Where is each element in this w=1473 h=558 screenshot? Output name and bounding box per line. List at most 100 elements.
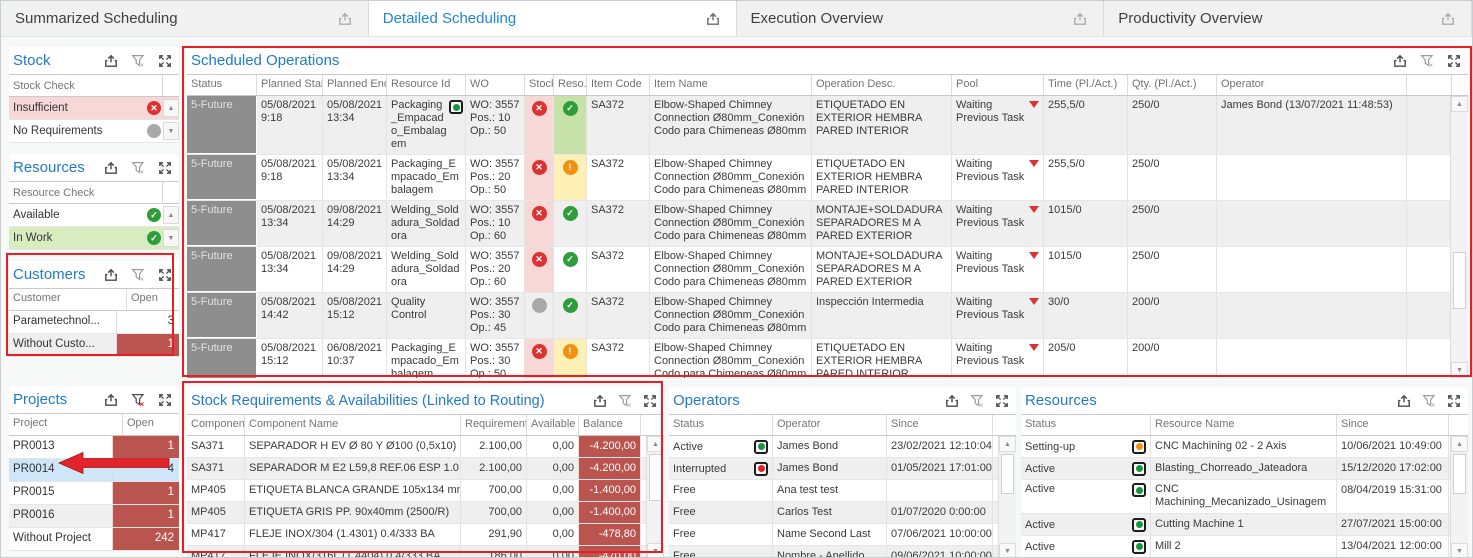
export-icon[interactable] — [102, 391, 120, 409]
filter-icon[interactable]: × — [129, 159, 147, 177]
operator-row[interactable]: Free Name Second Last 07/06/2021 10:00:0… — [669, 524, 998, 546]
column-header[interactable]: Operation Desc. — [812, 75, 952, 95]
scroll-down-button[interactable]: ▼ — [647, 543, 664, 558]
column-header[interactable]: Time (Pl./Act.) — [1044, 75, 1128, 95]
vertical-scrollbar[interactable]: ▲ ▼ — [646, 436, 664, 558]
stock-requirement-row[interactable]: MP417 FLEJE INOX/316L (1.4404) 0.4/333 B… — [187, 546, 646, 558]
operator-row[interactable]: Active James Bond 23/02/2021 12:10:04 — [669, 436, 998, 458]
operator-row[interactable]: Interrupted James Bond 01/05/2021 17:01:… — [669, 458, 998, 480]
column-header[interactable]: Available — [527, 415, 579, 435]
column-header[interactable]: Open — [123, 414, 179, 435]
column-header[interactable]: Operator — [773, 415, 887, 435]
project-row[interactable]: Without Project 242 — [9, 528, 179, 551]
resource-row[interactable]: Setting-up CNC Machining 02 - 2 Axis 10/… — [1021, 436, 1450, 458]
export-icon[interactable] — [1395, 392, 1413, 410]
stock-requirement-row[interactable]: SA371 SEPARADOR M E2 L59,8 REF.06 ESP 1.… — [187, 458, 646, 480]
project-row[interactable]: PR0015 1 — [9, 482, 179, 505]
expand-icon[interactable] — [156, 266, 174, 284]
scroll-up-button[interactable]: ▲ — [163, 206, 179, 224]
stock-requirement-row[interactable]: MP417 FLEJE INOX/304 (1.4301) 0.4/333 BA… — [187, 524, 646, 546]
export-icon[interactable] — [102, 266, 120, 284]
filter-icon[interactable]: × — [1420, 392, 1438, 410]
stock-requirement-row[interactable]: MP405 ETIQUETA GRIS PP. 90x40mm (2500/R)… — [187, 502, 646, 524]
resource-row[interactable]: Active Blasting_Chorreado_Jateadora 15/1… — [1021, 458, 1450, 480]
column-header[interactable]: Since — [1337, 415, 1449, 435]
column-header[interactable]: Requirement — [461, 415, 527, 435]
expand-icon[interactable] — [993, 392, 1011, 410]
column-header[interactable]: WO — [466, 75, 525, 95]
column-header[interactable]: Resource Id — [387, 75, 466, 95]
column-header[interactable]: Pool — [952, 75, 1044, 95]
expand-icon[interactable] — [156, 159, 174, 177]
filter-icon[interactable]: × — [968, 392, 986, 410]
expand-icon[interactable] — [641, 392, 659, 410]
scroll-down-button[interactable]: ▼ — [163, 229, 179, 247]
column-header[interactable]: Planned Start — [257, 75, 323, 95]
scheduled-operation-row[interactable]: 5-Future 05/08/202115:12 06/08/202110:37… — [187, 339, 1450, 378]
scroll-down-button[interactable]: ▼ — [999, 543, 1016, 558]
column-header[interactable]: Status — [1021, 415, 1151, 435]
filter-icon[interactable]: × — [1418, 52, 1436, 70]
expand-icon[interactable] — [1445, 392, 1463, 410]
column-header[interactable]: Status — [669, 415, 773, 435]
export-icon[interactable] — [1391, 52, 1409, 70]
export-icon[interactable] — [591, 392, 609, 410]
column-header[interactable]: Qty. (Pl./Act.) — [1128, 75, 1217, 95]
scrollbar-thumb[interactable] — [1453, 252, 1466, 309]
scrollbar-thumb[interactable] — [649, 454, 662, 501]
operator-row[interactable]: Free Carlos Test 01/07/2020 0:00:00 — [669, 502, 998, 524]
scroll-down-button[interactable]: ▼ — [1451, 543, 1468, 558]
vertical-scrollbar[interactable]: ▲ ▼ — [1450, 96, 1468, 378]
tab-detailed-scheduling[interactable]: Detailed Scheduling — [369, 1, 737, 36]
scrollbar-track[interactable] — [1451, 112, 1468, 362]
column-header[interactable]: Project — [9, 414, 123, 435]
column-header[interactable]: Open — [127, 289, 179, 310]
column-header[interactable]: Item Name — [650, 75, 812, 95]
scrollbar-track[interactable] — [999, 452, 1016, 543]
scrollbar-thumb[interactable] — [1453, 454, 1466, 494]
export-icon[interactable] — [1439, 10, 1457, 28]
tab-summarized-scheduling[interactable]: Summarized Scheduling — [1, 1, 369, 36]
column-header[interactable]: Resource Check — [9, 181, 179, 204]
scheduled-operation-row[interactable]: 5-Future 05/08/20219:18 05/08/202113:34 … — [187, 96, 1450, 155]
filter-icon[interactable]: × — [129, 266, 147, 284]
scroll-up-button[interactable]: ▲ — [163, 99, 179, 117]
column-header[interactable]: Reso... — [554, 75, 587, 95]
column-header[interactable]: Operator — [1217, 75, 1407, 95]
filter-icon[interactable]: × — [129, 52, 147, 70]
column-header[interactable]: Stock — [525, 75, 554, 95]
stock-requirement-row[interactable]: MP405 ETIQUETA BLANCA GRANDE 105x134 mm.… — [187, 480, 646, 502]
scroll-up-button[interactable]: ▲ — [1451, 436, 1468, 452]
scheduled-operation-row[interactable]: 5-Future 05/08/20219:18 05/08/202113:34 … — [187, 155, 1450, 201]
expand-icon[interactable] — [1445, 52, 1463, 70]
customer-row[interactable]: Without Custo... 1 — [9, 334, 179, 357]
stock-requirement-row[interactable]: SA371 SEPARADOR H EV Ø 80 Y Ø100 (0,5x10… — [187, 436, 646, 458]
export-icon[interactable] — [1071, 10, 1089, 28]
resource-row[interactable]: Active Mill 2 13/04/2021 12:00:00 — [1021, 536, 1450, 558]
project-row[interactable]: PR0013 1 — [9, 436, 179, 459]
scroll-up-button[interactable]: ▲ — [647, 436, 664, 452]
export-icon[interactable] — [102, 52, 120, 70]
scrollbar-track[interactable] — [647, 452, 664, 543]
scroll-up-button[interactable]: ▲ — [999, 436, 1016, 452]
stock-check-row[interactable]: No Requirements ▼ — [9, 120, 179, 143]
scheduled-operation-row[interactable]: 5-Future 05/08/202113:34 09/08/202114:29… — [187, 247, 1450, 293]
export-icon[interactable] — [336, 10, 354, 28]
column-header[interactable]: Since — [887, 415, 993, 435]
stock-check-row[interactable]: Insufficient ✕ ▲ — [9, 97, 179, 120]
filter-icon[interactable]: × — [616, 392, 634, 410]
column-header[interactable]: Stock Check — [9, 74, 179, 97]
column-header[interactable]: Resource Name — [1151, 415, 1337, 435]
resource-check-row[interactable]: Available ✓ ▲ — [9, 204, 179, 227]
scheduled-operation-row[interactable]: 5-Future 05/08/202114:42 05/08/202115:12… — [187, 293, 1450, 339]
export-icon[interactable] — [943, 392, 961, 410]
operator-row[interactable]: Free Ana test test — [669, 480, 998, 502]
expand-icon[interactable] — [156, 52, 174, 70]
customer-row[interactable]: Parametechnol... 3 — [9, 311, 179, 334]
vertical-scrollbar[interactable]: ▲ ▼ — [1450, 436, 1468, 558]
column-header[interactable]: Item Code — [587, 75, 650, 95]
scroll-down-button[interactable]: ▼ — [163, 122, 179, 140]
vertical-scrollbar[interactable]: ▲ ▼ — [998, 436, 1016, 558]
export-icon[interactable] — [102, 159, 120, 177]
tab-execution-overview[interactable]: Execution Overview — [737, 1, 1105, 36]
